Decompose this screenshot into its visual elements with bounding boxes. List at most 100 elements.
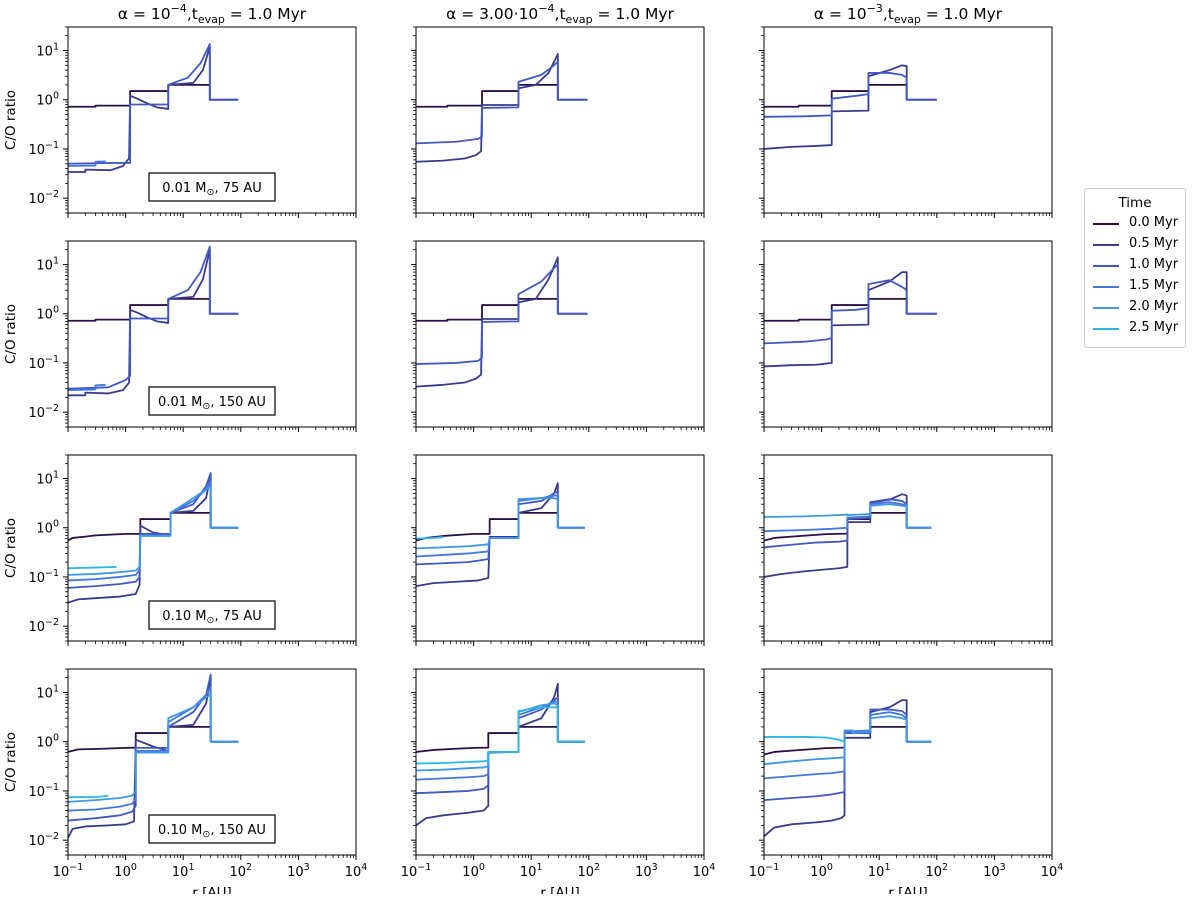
axes-frame [763, 240, 1053, 428]
series-line [764, 271, 937, 368]
y-tick-label: 10−2 [28, 403, 59, 421]
series-line [416, 726, 585, 753]
series-line [68, 160, 106, 167]
series-line [416, 706, 585, 765]
legend-entry: 1.0 Myr [1093, 257, 1185, 275]
panel [411, 454, 705, 646]
series-line [416, 702, 585, 772]
series-line [68, 43, 239, 165]
y-tick-label: 100 [36, 305, 59, 323]
y-axis-label: C/O ratio [3, 518, 19, 578]
panel: 10−1 100 101 102 103 104 r [AU] [401, 668, 716, 898]
y-tick-label: 10−1 [28, 568, 59, 586]
x-axis-label: r [AU] [888, 885, 928, 894]
panel-annotation-text: 0.01 M⊙, 150 AU [158, 395, 266, 412]
y-axis-label: C/O ratio [3, 732, 19, 792]
y-tick-label: 10−2 [28, 617, 59, 635]
series-line [68, 693, 239, 803]
x-tick-label: 100 [462, 862, 485, 880]
x-tick-label: 10−1 [53, 862, 84, 880]
series-line [68, 676, 239, 839]
y-tick-label: 101 [36, 683, 59, 701]
legend-title: Time [1118, 195, 1152, 211]
series-line [416, 536, 444, 540]
series-line [68, 473, 239, 604]
series-group [416, 482, 585, 588]
x-tick-label: 10−1 [401, 862, 432, 880]
panel: 10−2 10−1 100 101 C/O ratio 0.10 M⊙, 75 AU [3, 454, 357, 646]
x-tick-label: 104 [345, 862, 368, 880]
series-group [416, 256, 588, 388]
y-tick-label: 101 [36, 41, 59, 59]
axes-frame [763, 26, 1053, 214]
x-axis-label: r [AU] [192, 885, 232, 894]
series-group [68, 673, 239, 839]
column-title: α = 3.00·10−4,tevap = 1.0 Myr [446, 2, 674, 26]
series-line [416, 297, 588, 322]
panel-annotation-text: 0.10 M⊙, 150 AU [158, 823, 266, 840]
panel [759, 26, 1053, 218]
x-tick-label: 103 [287, 862, 310, 880]
series-line [764, 715, 932, 766]
column-title: α = 10−3,tevap = 1.0 Myr [814, 2, 1003, 26]
legend-swatch [1093, 265, 1119, 267]
series-line [68, 297, 239, 322]
legend-label: 2.5 Myr [1129, 320, 1179, 335]
panel [411, 240, 705, 432]
legend-swatch [1093, 328, 1119, 330]
y-tick-label: 10−2 [28, 189, 59, 207]
series-line [416, 682, 585, 827]
series-group [764, 699, 932, 837]
x-tick-label: 104 [693, 862, 716, 880]
legend-label: 1.0 Myr [1129, 257, 1179, 272]
series-group [68, 471, 239, 604]
series-group [68, 245, 239, 397]
legend-entry: 0.5 Myr [1093, 236, 1185, 254]
axes-frame [415, 454, 705, 642]
series-group [764, 271, 937, 368]
series-line [764, 72, 937, 118]
panel-annotation-box [148, 386, 276, 416]
x-tick-label: 102 [578, 862, 601, 880]
series-line [764, 708, 932, 802]
axes-frame [67, 668, 357, 856]
axes-frame [415, 26, 705, 214]
series-line [416, 497, 585, 550]
y-axis-label: C/O ratio [3, 304, 19, 364]
series-line [68, 45, 239, 173]
x-tick-label: 102 [926, 862, 949, 880]
series-line [764, 503, 932, 529]
x-tick-label: 104 [1041, 862, 1064, 880]
legend-label: 0.5 Myr [1129, 236, 1179, 251]
series-line [416, 53, 588, 163]
legend-entry: 2.5 Myr [1093, 320, 1185, 338]
panel: 10−2 10−1 100 101 C/O ratio 0.01 M⊙, 75 AU [3, 26, 357, 218]
x-axis-label: r [AU] [540, 885, 580, 894]
series-line [416, 263, 588, 365]
legend-label: 1.5 Myr [1129, 278, 1179, 293]
x-tick-label: 100 [810, 862, 833, 880]
series-line [416, 482, 585, 588]
x-tick-label: 10−1 [749, 862, 780, 880]
legend-swatch [1093, 286, 1119, 288]
y-tick-label: 100 [36, 519, 59, 537]
x-tick-label: 103 [635, 862, 658, 880]
y-tick-label: 10−2 [28, 831, 59, 849]
panel [411, 26, 705, 218]
legend-swatch [1093, 307, 1119, 309]
panel: 10−1 100 101 102 103 104 r [AU] 10−2 10−1 100 101 C… [3, 668, 368, 898]
y-tick-label: 10−1 [28, 140, 59, 158]
axes-frame [67, 26, 357, 214]
panel-annotation-box [148, 172, 276, 202]
legend-swatch [1093, 244, 1119, 246]
series-line [68, 479, 239, 582]
series-line [764, 736, 845, 743]
y-tick-label: 101 [36, 469, 59, 487]
panel [759, 240, 1053, 432]
series-group [764, 64, 937, 150]
series-line [68, 383, 106, 392]
x-tick-label: 100 [114, 862, 137, 880]
axes-frame [415, 668, 705, 856]
